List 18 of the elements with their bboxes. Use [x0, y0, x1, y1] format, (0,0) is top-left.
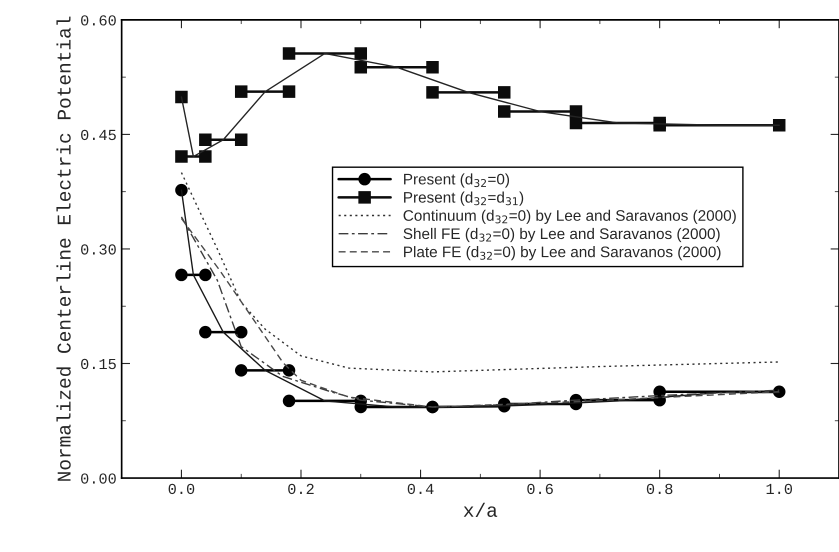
x-tick-label: 1.0 [766, 484, 792, 494]
x-axis-title: x/a [464, 502, 498, 517]
x-tick-label: 0.4 [408, 484, 434, 494]
y-tick-label: 0.15 [81, 358, 116, 370]
x-tick-label: 0.6 [527, 484, 553, 494]
y-tick-label: 0.00 [81, 473, 116, 484]
legend-label: Continuum (d$_{32}$=0) by Lee and Saravanos (2000) [404, 210, 736, 224]
y-axis-title: Normalized Centerline Electric Potential [56, 16, 71, 481]
legend-label: Shell FE (d$_{32}$=0) by Lee and Saravanos (2000) [404, 228, 720, 242]
x-tick-label: 0.8 [646, 484, 672, 494]
y-tick-label: 0.30 [81, 244, 116, 255]
x-tick-label: 0.2 [288, 484, 314, 494]
y-tick-label: 0.60 [81, 15, 116, 26]
y-tick-label: 0.45 [81, 130, 116, 140]
legend-label: Present (d$_{32}$=0) [404, 173, 510, 188]
legend-label: Plate FE (d$_{32}$=0) by Lee and Saravanos (2000) [404, 246, 721, 260]
x-tick-label: 0.0 [168, 484, 194, 494]
legend-label: Present (d$_{32}$=d$_{31}$) [404, 192, 524, 206]
